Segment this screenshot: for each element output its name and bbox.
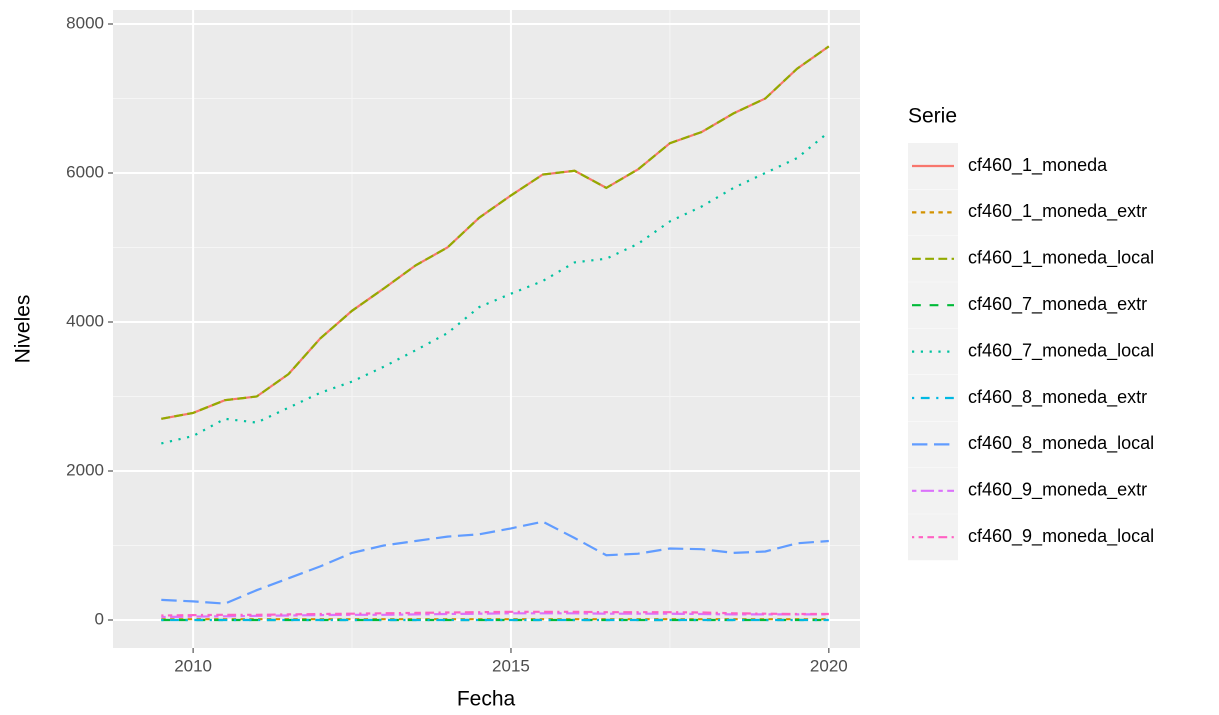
legend-label: cf460_1_moneda_local [968, 248, 1154, 269]
legend-label: cf460_8_moneda_extr [968, 387, 1147, 408]
y-tick-label: 2000 [66, 460, 104, 479]
x-tick-label: 2010 [174, 656, 212, 675]
legend-label: cf460_7_moneda_extr [968, 294, 1147, 315]
panel [113, 10, 860, 648]
y-tick-label: 6000 [66, 162, 104, 181]
x-tick-label: 2015 [492, 656, 530, 675]
series-line [161, 520, 829, 605]
legend-label: cf460_8_moneda_local [968, 433, 1154, 454]
x-tick-label: 2020 [810, 656, 848, 675]
x-axis-title: Fecha [457, 688, 516, 711]
legend-label: cf460_1_moneda [968, 155, 1108, 176]
y-axis-title: Niveles [12, 295, 35, 364]
legend-label: cf460_1_moneda_extr [968, 201, 1147, 222]
legend-key [908, 328, 958, 375]
series-line [161, 610, 829, 617]
legend-title: Serie [908, 105, 957, 128]
y-tick-label: 0 [95, 609, 104, 628]
legend-label: cf460_9_moneda_local [968, 526, 1154, 547]
y-tick-label: 4000 [66, 311, 104, 330]
y-tick-label: 8000 [66, 13, 104, 32]
series-line [161, 612, 829, 619]
legend-label: cf460_7_moneda_local [968, 340, 1154, 361]
series-line [161, 45, 830, 420]
series-line [161, 131, 830, 445]
legend-label: cf460_9_moneda_extr [968, 480, 1147, 501]
